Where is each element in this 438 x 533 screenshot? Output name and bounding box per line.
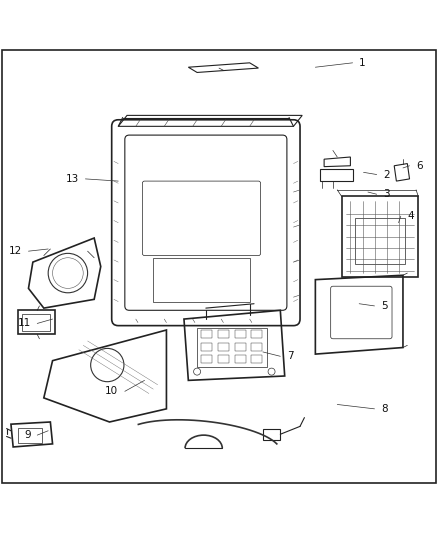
Text: 10: 10	[105, 386, 118, 397]
Text: 8: 8	[381, 404, 388, 414]
Text: 2: 2	[383, 169, 390, 180]
Text: 9: 9	[24, 430, 31, 440]
Text: 3: 3	[383, 189, 390, 199]
Text: 1: 1	[359, 58, 366, 68]
Text: 13: 13	[66, 174, 79, 184]
Text: 12: 12	[9, 246, 22, 256]
Text: 4: 4	[407, 211, 414, 221]
Text: 11: 11	[18, 318, 31, 328]
Text: 6: 6	[416, 161, 423, 171]
Text: 5: 5	[381, 301, 388, 311]
Text: 7: 7	[287, 351, 293, 361]
